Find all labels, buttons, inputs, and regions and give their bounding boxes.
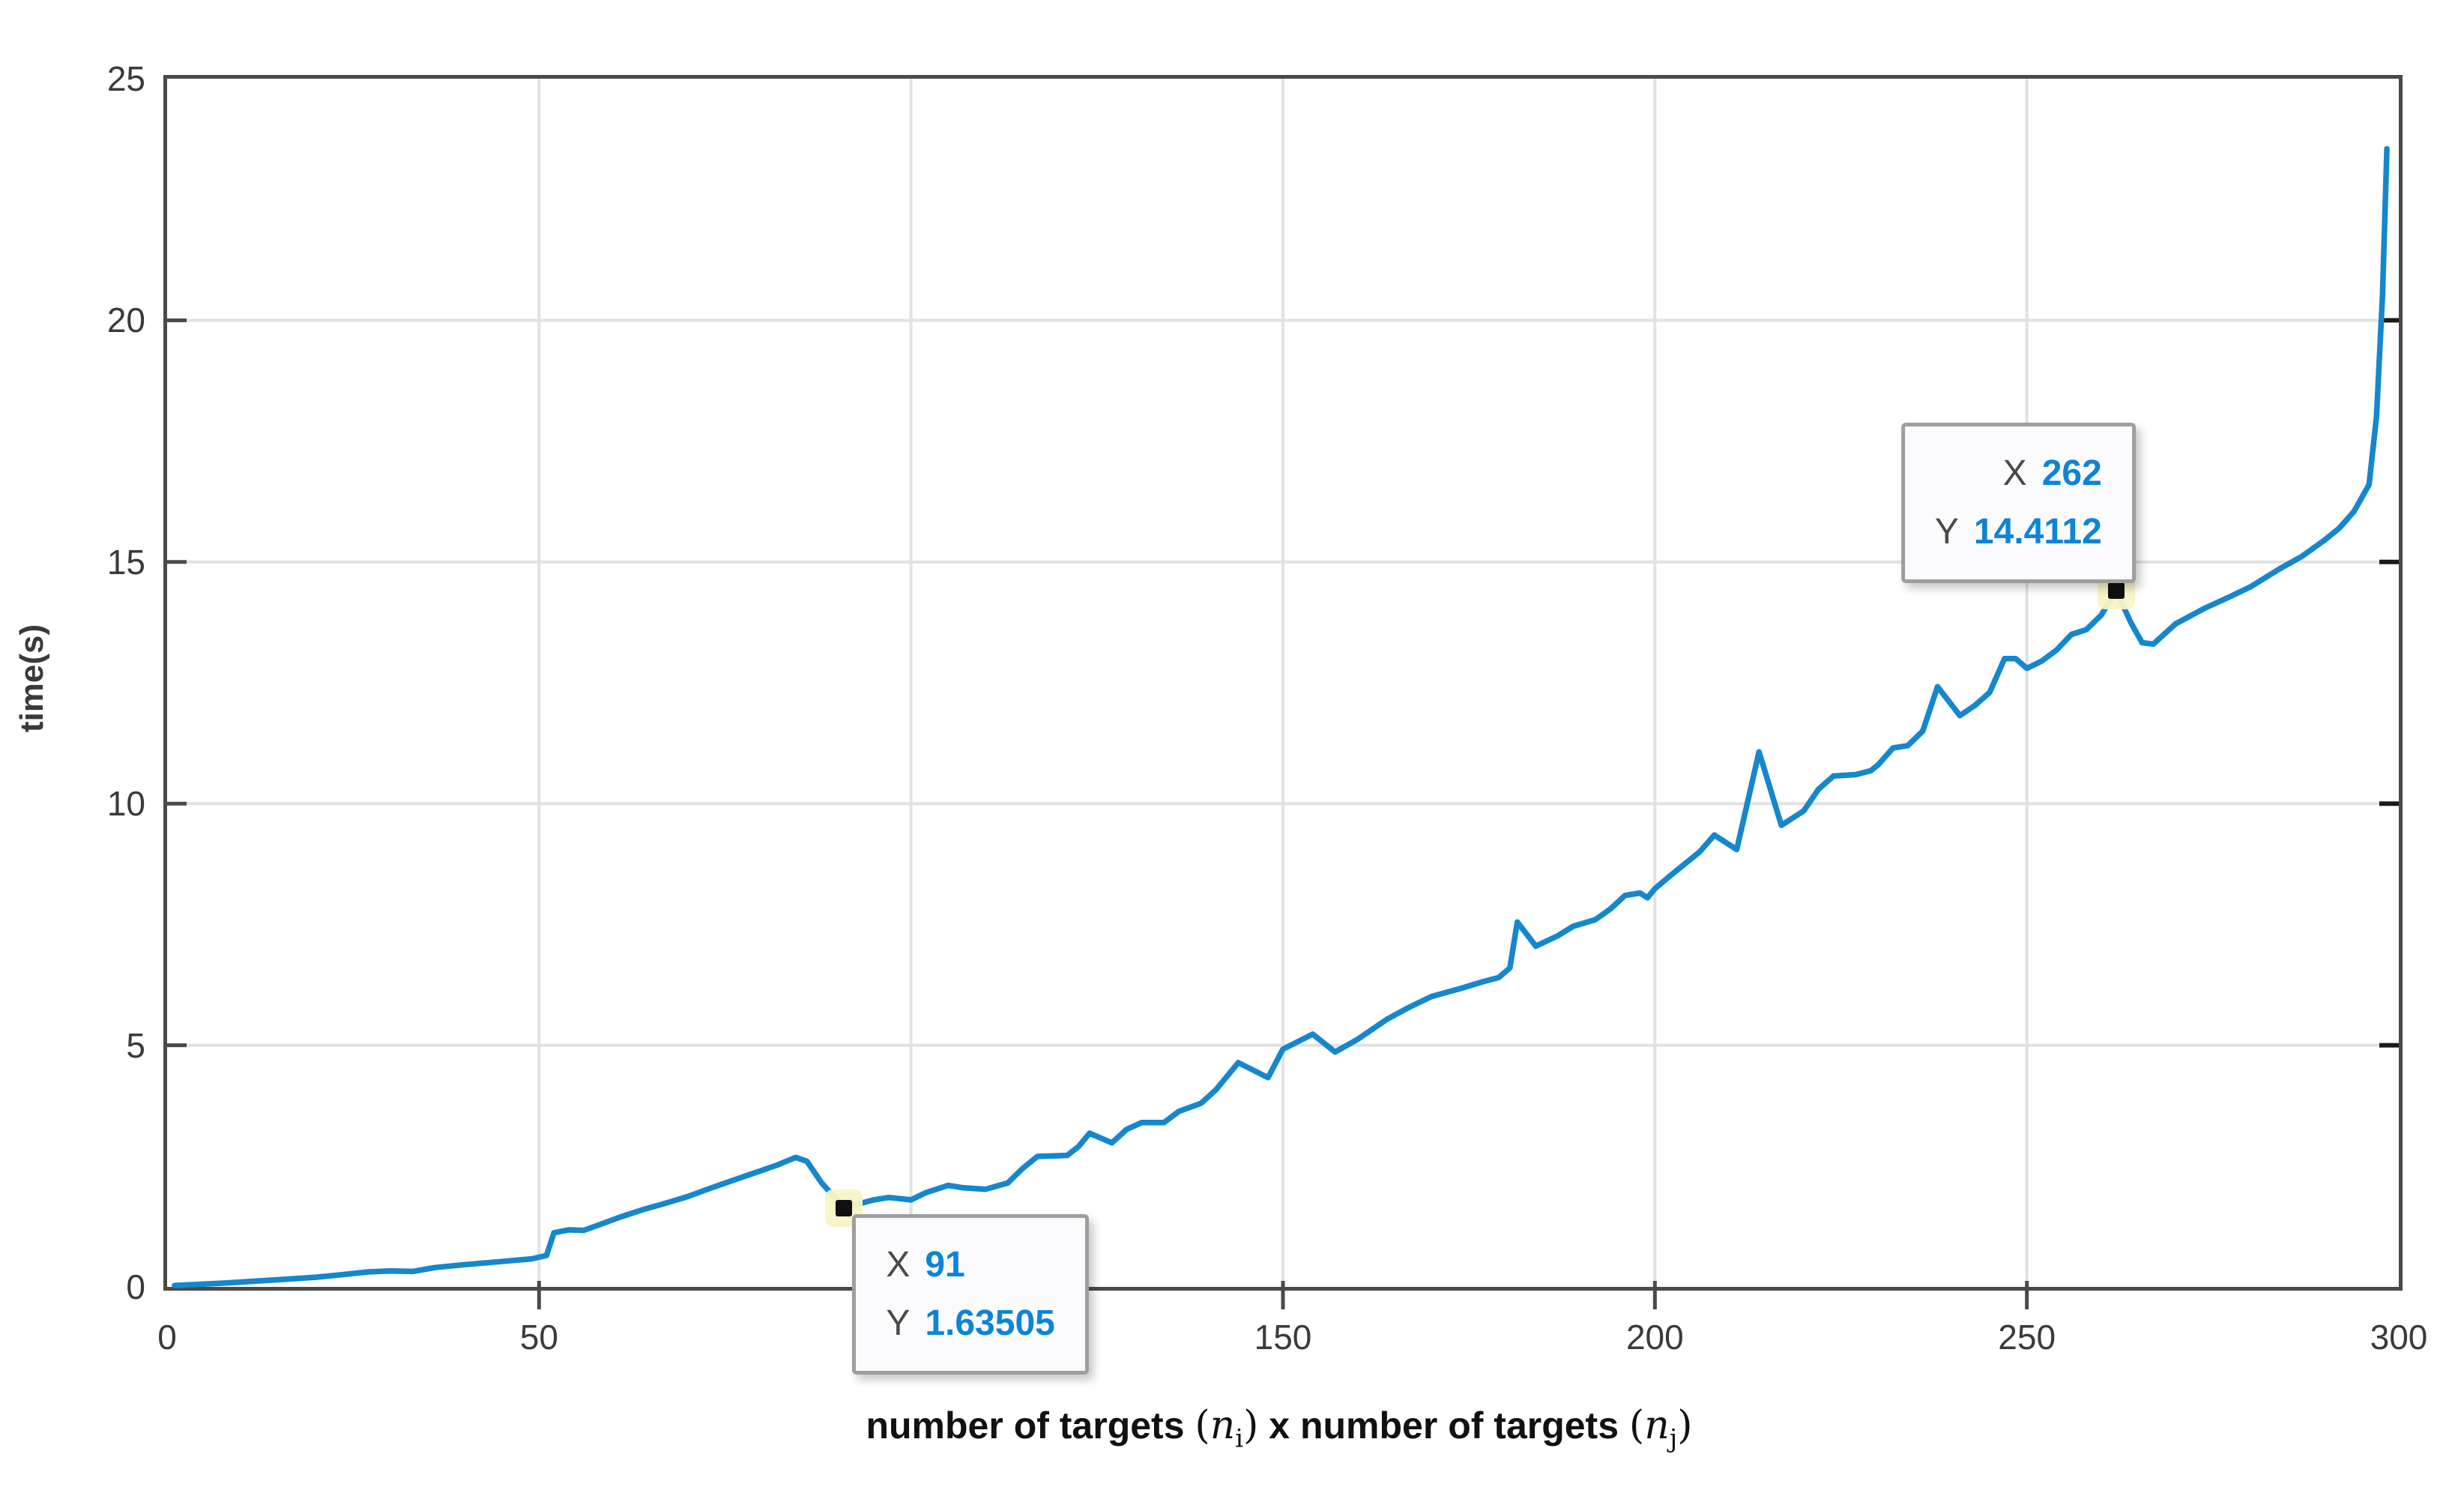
datatip-2-y-row: Y 14.4112 — [1935, 503, 2102, 561]
datatip-2[interactable]: X 262 Y 14.4112 — [1900, 422, 2136, 583]
x-tick-label: 0 — [157, 1318, 177, 1357]
paren-close-2: ) — [1677, 1403, 1693, 1448]
datatip-1-x-row: X 91 — [886, 1236, 1055, 1294]
datatip-2-y-label: Y — [1934, 511, 1959, 552]
sub-j: j — [1669, 1423, 1678, 1454]
datatip-2-y-value: 14.4112 — [1973, 511, 2102, 552]
y-axis-label: time(s) — [13, 624, 50, 733]
datatip-1-y-label: Y — [886, 1303, 911, 1343]
y-tick-label: 20 — [106, 301, 145, 340]
x-tick-label: 200 — [1625, 1318, 1684, 1357]
x-axis-label-math-ni: (ni) — [1195, 1403, 1259, 1453]
var-n-2: n — [1644, 1403, 1670, 1448]
y-tick-label: 25 — [106, 59, 145, 98]
y-tick-label: 10 — [106, 784, 145, 824]
plot-area: X 91 Y 1.63505 X 262 Y 14.4112 — [163, 75, 2403, 1375]
paren-open-1: ( — [1195, 1403, 1210, 1448]
paren-close-1: ) — [1243, 1403, 1259, 1448]
datatip-1[interactable]: X 91 Y 1.63505 — [852, 1213, 1089, 1375]
chart-canvas — [167, 79, 2399, 1309]
datatip-1-y-value: 1.63505 — [925, 1303, 1055, 1343]
datatip-marker-1[interactable] — [836, 1199, 853, 1216]
x-axis-label-middle: x number of targets — [1258, 1405, 1629, 1447]
x-tick-label: 50 — [519, 1318, 558, 1357]
datatip-2-x-label: X — [2002, 453, 2027, 493]
x-axis-label-prefix: number of targets — [866, 1405, 1195, 1447]
x-axis-label-math-nj: (nj) — [1628, 1403, 1693, 1453]
datatip-2-x-value: 262 — [2041, 453, 2102, 493]
datatip-1-x-label: X — [886, 1244, 911, 1285]
datatip-2-x-row: X 262 — [1935, 444, 2102, 503]
x-tick-label: 250 — [1998, 1318, 2056, 1357]
y-tick-label: 0 — [126, 1267, 145, 1306]
datatip-1-y-row: Y 1.63505 — [886, 1294, 1055, 1353]
data-line — [172, 145, 2390, 1288]
var-n-1: n — [1210, 1403, 1236, 1448]
sub-i: i — [1235, 1423, 1244, 1454]
y-tick-label: 5 — [126, 1025, 145, 1065]
x-axis-label: number of targets (ni) x number of targe… — [163, 1403, 2395, 1453]
x-tick-label: 150 — [1254, 1318, 1312, 1357]
x-tick-label: 300 — [2370, 1318, 2428, 1357]
datatip-1-x-value: 91 — [925, 1244, 965, 1285]
paren-open-2: ( — [1628, 1403, 1645, 1448]
datatip-marker-2[interactable] — [2107, 582, 2125, 599]
y-tick-label: 15 — [106, 542, 145, 582]
